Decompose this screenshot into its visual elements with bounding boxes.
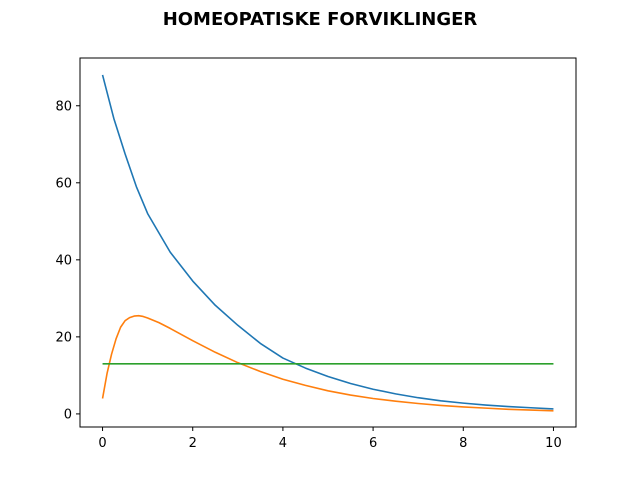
series-group [101,74,554,412]
y-tick-label: 20 [55,330,72,345]
x-tick-label: 8 [459,436,467,451]
x-tick-label: 0 [98,436,106,451]
y-tick-label: 60 [55,176,72,191]
x-tick-label: 4 [279,436,287,451]
x-axis: 0 2 4 6 8 10 [98,427,562,451]
series-line-1 [101,74,554,410]
x-tick-label: 6 [369,436,377,451]
y-tick-label: 40 [55,253,72,268]
y-axis: 0 20 40 60 80 [55,99,80,422]
y-tick-label: 0 [64,407,72,422]
x-tick-label: 2 [189,436,197,451]
y-tick-label: 80 [55,99,72,114]
x-tick-label: 10 [545,436,562,451]
series-line-2 [101,314,554,412]
plot-frame [79,57,577,428]
chart-title: HOMEOPATISKE FORVIKLINGER [163,9,478,30]
